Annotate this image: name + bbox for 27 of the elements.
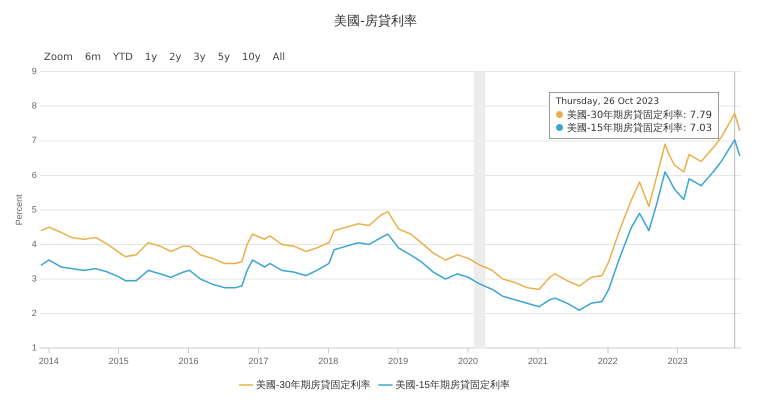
x-tick-label: 2016 xyxy=(178,356,199,366)
x-tick-label: 2022 xyxy=(598,356,618,366)
y-tick-label: 4 xyxy=(32,238,37,249)
x-tick-label: 2017 xyxy=(248,356,268,366)
x-tick-label: 2019 xyxy=(388,356,408,366)
x-tick-label: 2020 xyxy=(458,356,478,366)
legend-label: 美國-30年期房貸固定利率 xyxy=(256,378,370,391)
y-tick-label: 3 xyxy=(32,274,37,284)
annotation: 美國-15年期房貸固定利率: 7.03 xyxy=(566,122,712,134)
x-tick-label: 2015 xyxy=(108,356,129,366)
x-tick-label: 2021 xyxy=(528,356,548,366)
x-tick-label: 2023 xyxy=(668,356,688,366)
y-tick-label: 9 xyxy=(32,66,37,76)
y-tick-label: 8 xyxy=(32,100,37,111)
y-tick-label: 6 xyxy=(32,170,37,180)
x-tick-label: 2018 xyxy=(318,356,338,366)
range-selector: Zoom 6m YTD 1y 2y 3y 5y 10y All xyxy=(43,51,286,65)
annotation: Thursday, 26 Oct 2023 xyxy=(556,96,660,109)
y-axis-title: Percent xyxy=(14,194,24,226)
x-tick-label: 2014 xyxy=(38,356,59,366)
legend-label: 美國-15年期房貸固定利率 xyxy=(396,378,510,391)
annotation: 美國-30年期房貸固定利率: 7.79 xyxy=(566,110,712,121)
y-tick-label: 7 xyxy=(32,135,37,146)
chart-title: 美國-房貸利率 xyxy=(334,13,417,30)
y-tick-label: 1 xyxy=(32,342,37,353)
y-tick-label: 5 xyxy=(32,204,37,214)
y-tick-label: 2 xyxy=(32,308,37,318)
